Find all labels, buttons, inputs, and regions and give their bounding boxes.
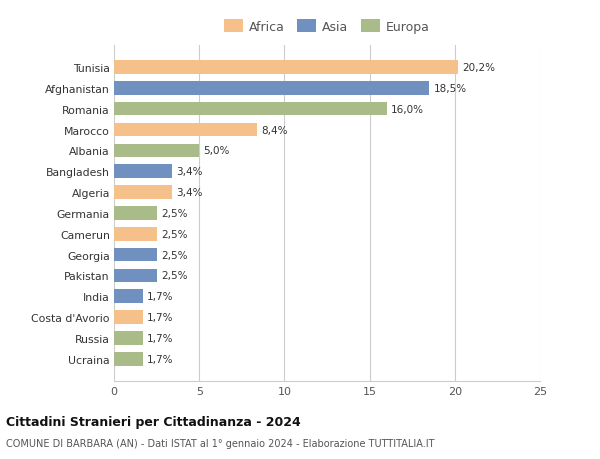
Bar xyxy=(114,103,386,116)
Bar xyxy=(114,331,143,345)
Text: 3,4%: 3,4% xyxy=(176,188,203,198)
Bar xyxy=(114,269,157,283)
Text: 5,0%: 5,0% xyxy=(203,146,230,156)
Bar xyxy=(114,186,172,199)
Text: COMUNE DI BARBARA (AN) - Dati ISTAT al 1° gennaio 2024 - Elaborazione TUTTITALIA: COMUNE DI BARBARA (AN) - Dati ISTAT al 1… xyxy=(6,438,434,448)
Bar xyxy=(114,207,157,220)
Text: 1,7%: 1,7% xyxy=(147,333,174,343)
Text: 1,7%: 1,7% xyxy=(147,313,174,322)
Text: 16,0%: 16,0% xyxy=(391,105,424,114)
Text: 20,2%: 20,2% xyxy=(463,63,496,73)
Text: 3,4%: 3,4% xyxy=(176,167,203,177)
Bar xyxy=(114,311,143,324)
Text: 1,7%: 1,7% xyxy=(147,291,174,302)
Text: 2,5%: 2,5% xyxy=(161,271,187,281)
Bar xyxy=(114,165,172,179)
Bar xyxy=(114,123,257,137)
Bar xyxy=(114,228,157,241)
Text: 2,5%: 2,5% xyxy=(161,208,187,218)
Bar xyxy=(114,82,429,95)
Bar xyxy=(114,290,143,303)
Bar xyxy=(114,61,458,75)
Text: 18,5%: 18,5% xyxy=(433,84,467,94)
Bar xyxy=(114,352,143,366)
Text: 2,5%: 2,5% xyxy=(161,250,187,260)
Text: 8,4%: 8,4% xyxy=(262,125,288,135)
Bar xyxy=(114,144,199,158)
Bar xyxy=(114,248,157,262)
Text: Cittadini Stranieri per Cittadinanza - 2024: Cittadini Stranieri per Cittadinanza - 2… xyxy=(6,415,301,428)
Text: 1,7%: 1,7% xyxy=(147,354,174,364)
Text: 2,5%: 2,5% xyxy=(161,229,187,239)
Legend: Africa, Asia, Europa: Africa, Asia, Europa xyxy=(221,18,433,36)
